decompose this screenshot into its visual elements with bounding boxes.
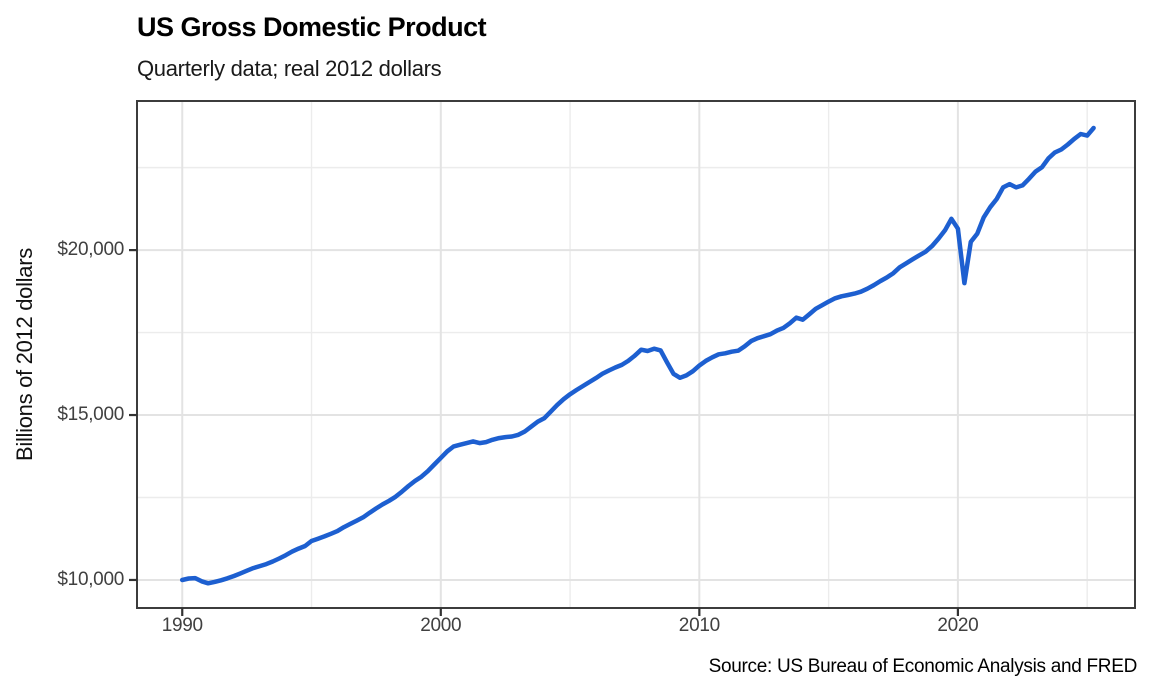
gdp-line xyxy=(179,125,1096,586)
source-caption: Source: US Bureau of Economic Analysis a… xyxy=(708,656,1138,677)
y-tick-label: $10,000 xyxy=(57,568,124,590)
panel-border xyxy=(136,100,1136,609)
y-tick-label: $20,000 xyxy=(57,239,124,261)
x-tick-label: 2010 xyxy=(678,615,720,636)
x-tick-label: 2020 xyxy=(937,615,979,636)
x-tick-label: 2000 xyxy=(420,615,462,636)
chart-subtitle: Quarterly data; real 2012 dollars xyxy=(137,56,442,81)
y-tick-label: $15,000 xyxy=(57,404,124,426)
chart-title: US Gross Domestic Product xyxy=(137,12,487,42)
x-tick-label: 1990 xyxy=(161,615,203,636)
